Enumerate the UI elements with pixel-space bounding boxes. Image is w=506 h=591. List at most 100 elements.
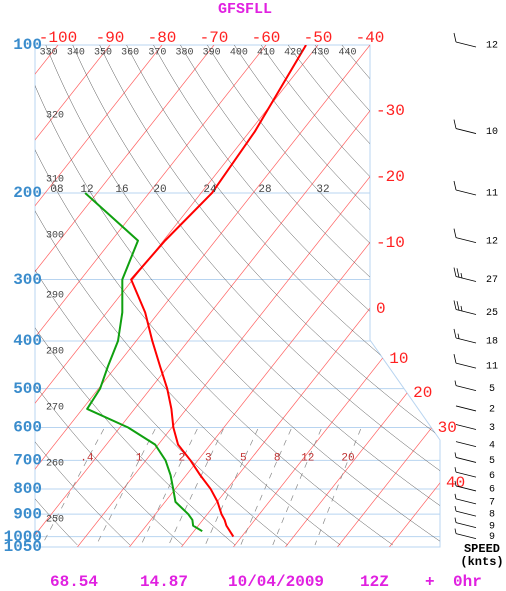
footer-text: 10/04/2009 (228, 573, 324, 591)
isotherm (337, 45, 440, 547)
wind-speed-label: 7 (489, 498, 495, 509)
theta-label: 390 (203, 48, 221, 59)
half-barb (460, 305, 463, 312)
upper-label: 24 (203, 184, 217, 196)
mixing-ratio-line (96, 428, 156, 546)
barb (453, 300, 457, 310)
wind-barb (455, 405, 477, 412)
barb (456, 301, 460, 311)
barb (453, 354, 457, 364)
pressure-label: 500 (13, 380, 42, 398)
dry-adiabat (99, 45, 440, 546)
mixing-ratio-line (240, 428, 292, 546)
dry-adiabat (234, 45, 440, 546)
barb (453, 267, 457, 277)
temperature-label: -30 (376, 102, 405, 120)
mixing-ratio-label: 12 (301, 452, 314, 464)
temperature-label: 10 (389, 350, 408, 368)
dry-adiabat (35, 45, 394, 546)
upper-label: 28 (258, 184, 271, 196)
wind-barb (454, 493, 477, 505)
footer-text: 14.87 (140, 573, 188, 591)
theta-label: 270 (46, 403, 64, 414)
temperature-label: -10 (376, 234, 405, 252)
temperature-label: -90 (96, 29, 125, 47)
mixing-ratio-label: 8 (274, 452, 281, 464)
mixing-ratio-line (272, 428, 322, 546)
theta-label: 250 (46, 515, 64, 526)
upper-label: 20 (153, 184, 166, 196)
wind-barb (453, 119, 477, 134)
half-barb (460, 272, 463, 279)
half-barb (454, 506, 457, 512)
theta-label: 440 (339, 48, 357, 59)
wind-barb (453, 32, 477, 48)
dry-adiabat (35, 45, 131, 546)
pressure-label: 800 (13, 480, 42, 498)
barb-staff (455, 189, 477, 196)
isotherm (35, 45, 267, 547)
theta-label: 280 (46, 347, 64, 358)
pressure-label: 400 (13, 332, 42, 350)
mixing-ratio-label: 1 (136, 452, 143, 464)
pressure-label: 700 (13, 452, 42, 470)
temperature-label: 0 (376, 300, 386, 318)
barb-staff (455, 522, 477, 529)
half-barb (454, 493, 457, 499)
barb-staff (455, 385, 477, 391)
barb-staff (455, 362, 477, 369)
barb-staff (455, 405, 477, 412)
isotherm (35, 45, 163, 547)
pressure-label: 200 (13, 184, 42, 202)
mixing-ratio-label: .4 (80, 452, 94, 464)
wind-barb (454, 528, 477, 539)
isotherm (35, 45, 319, 547)
wind-speed-label: 9 (489, 532, 495, 543)
wind-barb (454, 517, 477, 529)
temperature-label: -20 (376, 168, 405, 186)
mixing-ratio-label: 3 (205, 452, 212, 464)
dry-adiabat (35, 45, 236, 546)
barb-staff (455, 309, 477, 315)
theta-label: 330 (40, 48, 58, 59)
barb (456, 268, 460, 278)
wind-barb (454, 506, 477, 517)
wind-barb (454, 480, 477, 492)
wind-barb (453, 300, 477, 315)
barb-staff (455, 471, 477, 478)
temperature-label: 30 (438, 419, 457, 437)
theta-label: 370 (148, 48, 166, 59)
barb-staff (455, 457, 477, 463)
wind-barb (453, 354, 477, 369)
wind-barb (454, 467, 477, 478)
isotherm (35, 45, 371, 547)
dry-adiabat (35, 45, 440, 546)
mixing-ratio-line (204, 428, 259, 546)
half-barb (454, 480, 457, 487)
wind-speed-label: 10 (486, 127, 498, 138)
mixing-ratio-label: 2 (179, 452, 186, 464)
wind-barb (455, 424, 477, 430)
theta-label: 430 (311, 48, 329, 59)
mixing-ratio-label: 5 (240, 452, 247, 464)
theta-label: 350 (94, 48, 112, 59)
wind-speed-label: 12 (486, 236, 498, 247)
wind-speed-label: 5 (489, 456, 495, 467)
plot-area (34, 44, 441, 548)
barb (453, 119, 457, 129)
temperature-label: -70 (200, 29, 229, 47)
wind-barb (453, 228, 477, 244)
theta-label: 300 (46, 231, 64, 242)
theta-label: 310 (46, 175, 64, 186)
wind-speed-label: 8 (489, 510, 495, 521)
barb-staff (455, 424, 477, 430)
dry-adiabat (126, 45, 440, 546)
mixing-ratio-label: 20 (341, 452, 354, 464)
wind-speed-label: 11 (486, 189, 498, 200)
half-barb (454, 452, 457, 458)
labels: 10020030040050060070080090010001050-100-… (4, 29, 504, 591)
isotherm (285, 45, 440, 547)
temperature-profile (130, 45, 307, 538)
speed-unit: (knts) (460, 555, 503, 569)
